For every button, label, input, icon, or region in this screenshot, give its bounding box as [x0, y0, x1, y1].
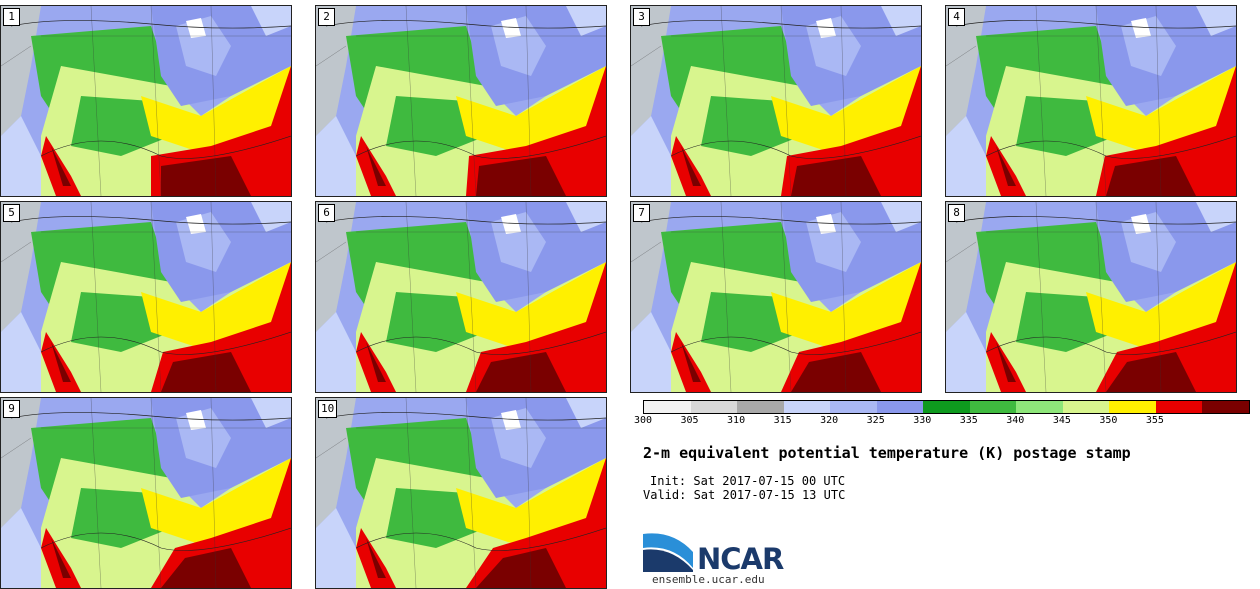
colorbar-swatch [1109, 401, 1156, 413]
colorbar-swatch [1062, 401, 1110, 413]
map-graphic [316, 6, 606, 196]
map-panel: 9 [0, 397, 292, 589]
colorbar-swatch [830, 401, 877, 413]
colorbar-tick-label: 350 [1099, 415, 1118, 426]
colorbar [643, 400, 1250, 414]
panel-label: 9 [3, 400, 20, 418]
figure-title: 2-m equivalent potential temperature (K)… [643, 444, 1131, 462]
panel-label: 10 [318, 400, 338, 418]
colorbar-tick-label: 305 [680, 415, 699, 426]
panel-label: 4 [948, 8, 965, 26]
map-graphic [316, 398, 606, 588]
colorbar-swatch [876, 401, 924, 413]
logo-text: NCAR [697, 542, 784, 576]
panel-label: 3 [633, 8, 650, 26]
colorbar-swatch [923, 401, 970, 413]
map-graphic [631, 202, 921, 392]
ncar-logo-icon [643, 533, 693, 572]
map-graphic [946, 6, 1236, 196]
map-graphic [1, 6, 291, 196]
colorbar-tick-label: 340 [1006, 415, 1025, 426]
panel-label: 8 [948, 204, 965, 222]
map-graphic [316, 202, 606, 392]
map-graphic [1, 202, 291, 392]
map-panel: 10 [315, 397, 607, 589]
map-panel: 4 [945, 5, 1237, 197]
map-graphic [1, 398, 291, 588]
panel-label: 5 [3, 204, 20, 222]
map-panel: 7 [630, 201, 922, 393]
map-graphic [946, 202, 1236, 392]
colorbar-swatch [644, 401, 691, 413]
valid-time: Valid: Sat 2017-07-15 13 UTC [643, 488, 846, 502]
init-time: Init: Sat 2017-07-15 00 UTC [650, 474, 846, 488]
colorbar-tick-label: 300 [633, 415, 653, 426]
map-graphic [631, 6, 921, 196]
colorbar-swatch [1202, 401, 1249, 413]
colorbar-swatch [969, 401, 1017, 413]
map-panel: 1 [0, 5, 292, 197]
colorbar-swatch [690, 401, 738, 413]
panel-label: 6 [318, 204, 335, 222]
colorbar-tick-label: 355 [1145, 415, 1164, 426]
colorbar-swatch [1016, 401, 1063, 413]
colorbar-swatch [783, 401, 831, 413]
map-panel: 8 [945, 201, 1237, 393]
panel-label: 7 [633, 204, 650, 222]
colorbar-tick-label: 335 [959, 415, 978, 426]
colorbar-tick-label: 345 [1052, 415, 1071, 426]
map-panel: 3 [630, 5, 922, 197]
map-panel: 6 [315, 201, 607, 393]
colorbar-tick-label: 320 [820, 415, 839, 426]
panel-label: 2 [318, 8, 335, 26]
colorbar-tick-label: 315 [773, 415, 792, 426]
panel-label: 1 [3, 8, 20, 26]
colorbar-tick-label: 330 [913, 415, 932, 426]
map-panel: 2 [315, 5, 607, 197]
map-panel: 5 [0, 201, 292, 393]
colorbar-tick-label: 310 [727, 415, 746, 426]
colorbar-swatch [1155, 401, 1203, 413]
colorbar-swatch [737, 401, 784, 413]
colorbar-tick-label: 325 [866, 415, 885, 426]
logo-url: ensemble.ucar.edu [652, 573, 765, 586]
